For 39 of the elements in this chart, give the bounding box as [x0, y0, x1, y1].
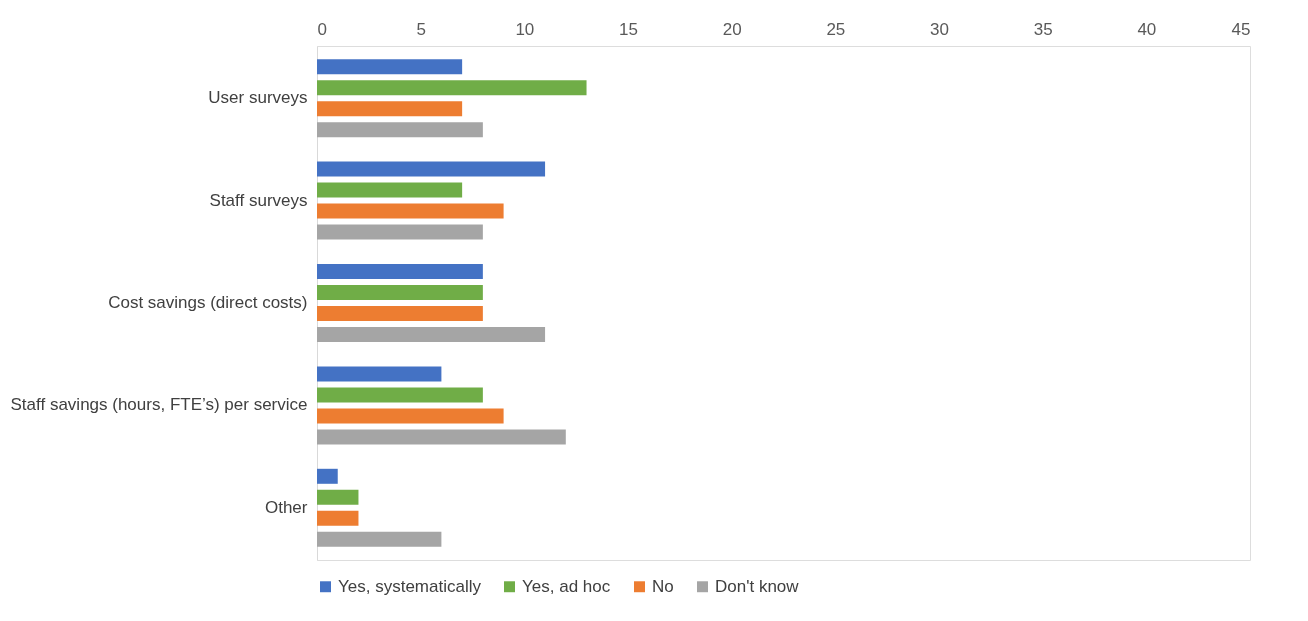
bar: [317, 203, 504, 219]
y-tick-label: User surveys: [208, 88, 308, 108]
y-tick-label: Other: [264, 497, 308, 517]
bar: [317, 306, 483, 321]
legend-label: Yes, ad hoc: [522, 576, 611, 596]
bar: [317, 489, 359, 505]
legend-label: No: [652, 576, 674, 596]
bar: [317, 326, 546, 342]
x-tick-label: 0: [317, 19, 327, 39]
x-tick-label: 35: [1033, 19, 1053, 39]
bar: [317, 510, 359, 526]
x-tick-label: 30: [930, 19, 949, 39]
x-tick-label: 20: [722, 19, 742, 39]
bar: [317, 285, 483, 300]
bar: [317, 182, 463, 198]
bar: [317, 59, 463, 75]
y-tick-label: Cost savings (direct costs): [108, 293, 308, 312]
bar: [317, 101, 463, 117]
x-tick-label: 5: [416, 19, 426, 39]
bar: [317, 161, 546, 177]
bar: [317, 531, 442, 547]
x-tick-label: 40: [1137, 19, 1157, 39]
x-tick-label: 10: [515, 19, 535, 39]
bar: [317, 224, 483, 240]
y-tick-label: Staff surveys: [209, 190, 308, 210]
bar: [317, 408, 504, 424]
bar: [317, 429, 566, 445]
x-tick-label: 15: [619, 19, 638, 39]
bar: [317, 387, 483, 403]
y-tick-label: Staff savings (hours, FTE’s) per service: [10, 395, 308, 415]
bar: [317, 366, 442, 382]
bar: [317, 80, 587, 96]
legend-label: Don't know: [715, 576, 800, 596]
legend-label: Yes, systematically: [338, 576, 482, 596]
bar: [317, 122, 483, 138]
x-tick-label: 25: [826, 19, 846, 39]
x-tick-label: 45: [1231, 19, 1251, 39]
bar: [317, 468, 338, 484]
bar: [317, 264, 483, 280]
